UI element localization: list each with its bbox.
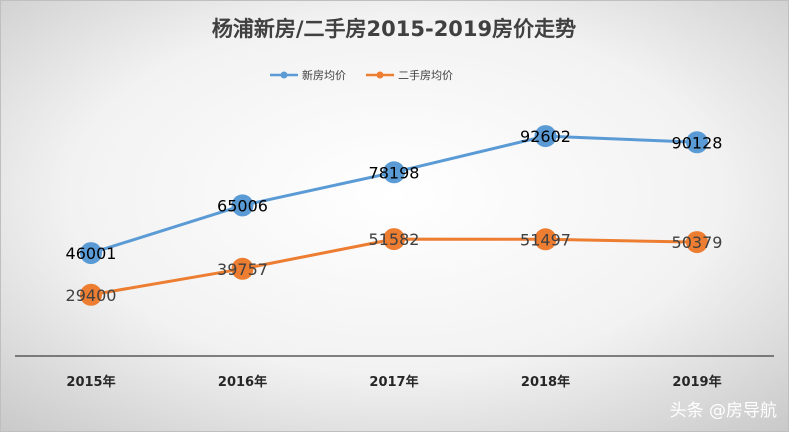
legend-label-resale-homes: 二手房均价: [398, 68, 453, 82]
plot-area: 46001 65006 78198 92602 90128 29400 39757 51582…: [66, 125, 723, 306]
series-new-homes: 46001 65006 78198 92602 90128: [66, 125, 723, 265]
x-tick-label: 2015年: [66, 374, 115, 390]
data-point: [80, 242, 102, 265]
data-point: [534, 125, 557, 148]
x-tick-label: 2017年: [369, 374, 418, 390]
data-point: [383, 161, 405, 184]
legend-label-new-homes: 新房均价: [302, 68, 346, 82]
x-tick-label: 2019年: [672, 374, 721, 390]
data-label: 46001: [66, 244, 117, 263]
x-tick-label: 2018年: [521, 374, 570, 390]
legend-marker-new-homes: [280, 71, 288, 79]
data-label: 50379: [672, 233, 723, 252]
data-point: [231, 194, 254, 217]
data-point: [383, 228, 405, 251]
data-point: [80, 283, 102, 306]
data-point: [686, 231, 708, 254]
data-point: [231, 257, 254, 280]
x-axis-tick-labels: 2015年 2016年 2017年 2018年 2019年: [66, 374, 721, 390]
legend-marker-resale-homes: [376, 71, 384, 79]
series-resale-homes: 29400 39757 51582 51497 50379: [66, 228, 723, 306]
data-label: 29400: [66, 286, 117, 305]
legend-item-new-homes: 新房均价: [270, 68, 346, 82]
data-label: 65006: [217, 196, 268, 215]
x-tick-label: 2016年: [218, 374, 267, 390]
data-point: [534, 228, 557, 251]
chart-title: 杨浦新房/二手房2015-2019房价走势: [212, 17, 576, 41]
data-label: 39757: [217, 260, 268, 279]
watermark: 头条 @房导航: [670, 401, 777, 421]
data-label: 90128: [672, 133, 723, 152]
legend: 新房均价 二手房均价: [270, 68, 453, 82]
data-point: [686, 131, 708, 154]
data-label: 51582: [369, 230, 420, 249]
data-label: 78198: [369, 163, 420, 182]
legend-item-resale-homes: 二手房均价: [366, 68, 453, 82]
data-label: 92602: [520, 127, 571, 146]
data-label: 51497: [520, 230, 571, 249]
